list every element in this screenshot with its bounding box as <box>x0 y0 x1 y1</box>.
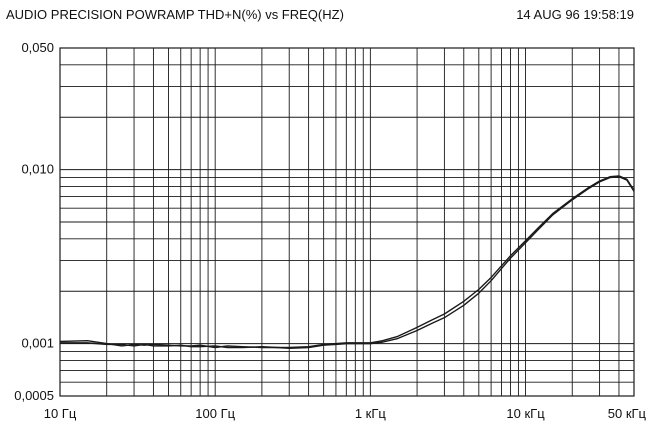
series-line-1 <box>60 176 635 349</box>
x-tick-labels: 10 Гц 100 Гц 1 кГц 10 кГц 50 кГц <box>44 406 647 421</box>
x-tick-label-1: 100 Гц <box>195 406 235 421</box>
timestamp: 14 AUG 96 19:58:19 <box>516 7 634 22</box>
x-tick-label-3: 10 кГц <box>506 406 545 421</box>
series-group <box>59 175 635 349</box>
plot-grid <box>60 48 634 396</box>
x-tick-label-2: 1 кГц <box>355 406 387 421</box>
x-tick-label-4: 50 кГц <box>608 406 647 421</box>
y-tick-label-3: 0,050 <box>21 40 54 55</box>
plot-frame <box>59 47 635 397</box>
y-tick-label-0: 0,0005 <box>14 388 54 403</box>
x-tick-label-0: 10 Гц <box>44 406 77 421</box>
y-tick-labels: 0,0005 0,001 0,010 0,050 <box>14 40 54 403</box>
series-line-0 <box>59 175 635 349</box>
chart-title: AUDIO PRECISION POWRAMP THD+N(%) vs FREQ… <box>6 7 344 22</box>
y-tick-label-1: 0,001 <box>21 336 54 351</box>
y-tick-label-2: 0,010 <box>21 162 54 177</box>
